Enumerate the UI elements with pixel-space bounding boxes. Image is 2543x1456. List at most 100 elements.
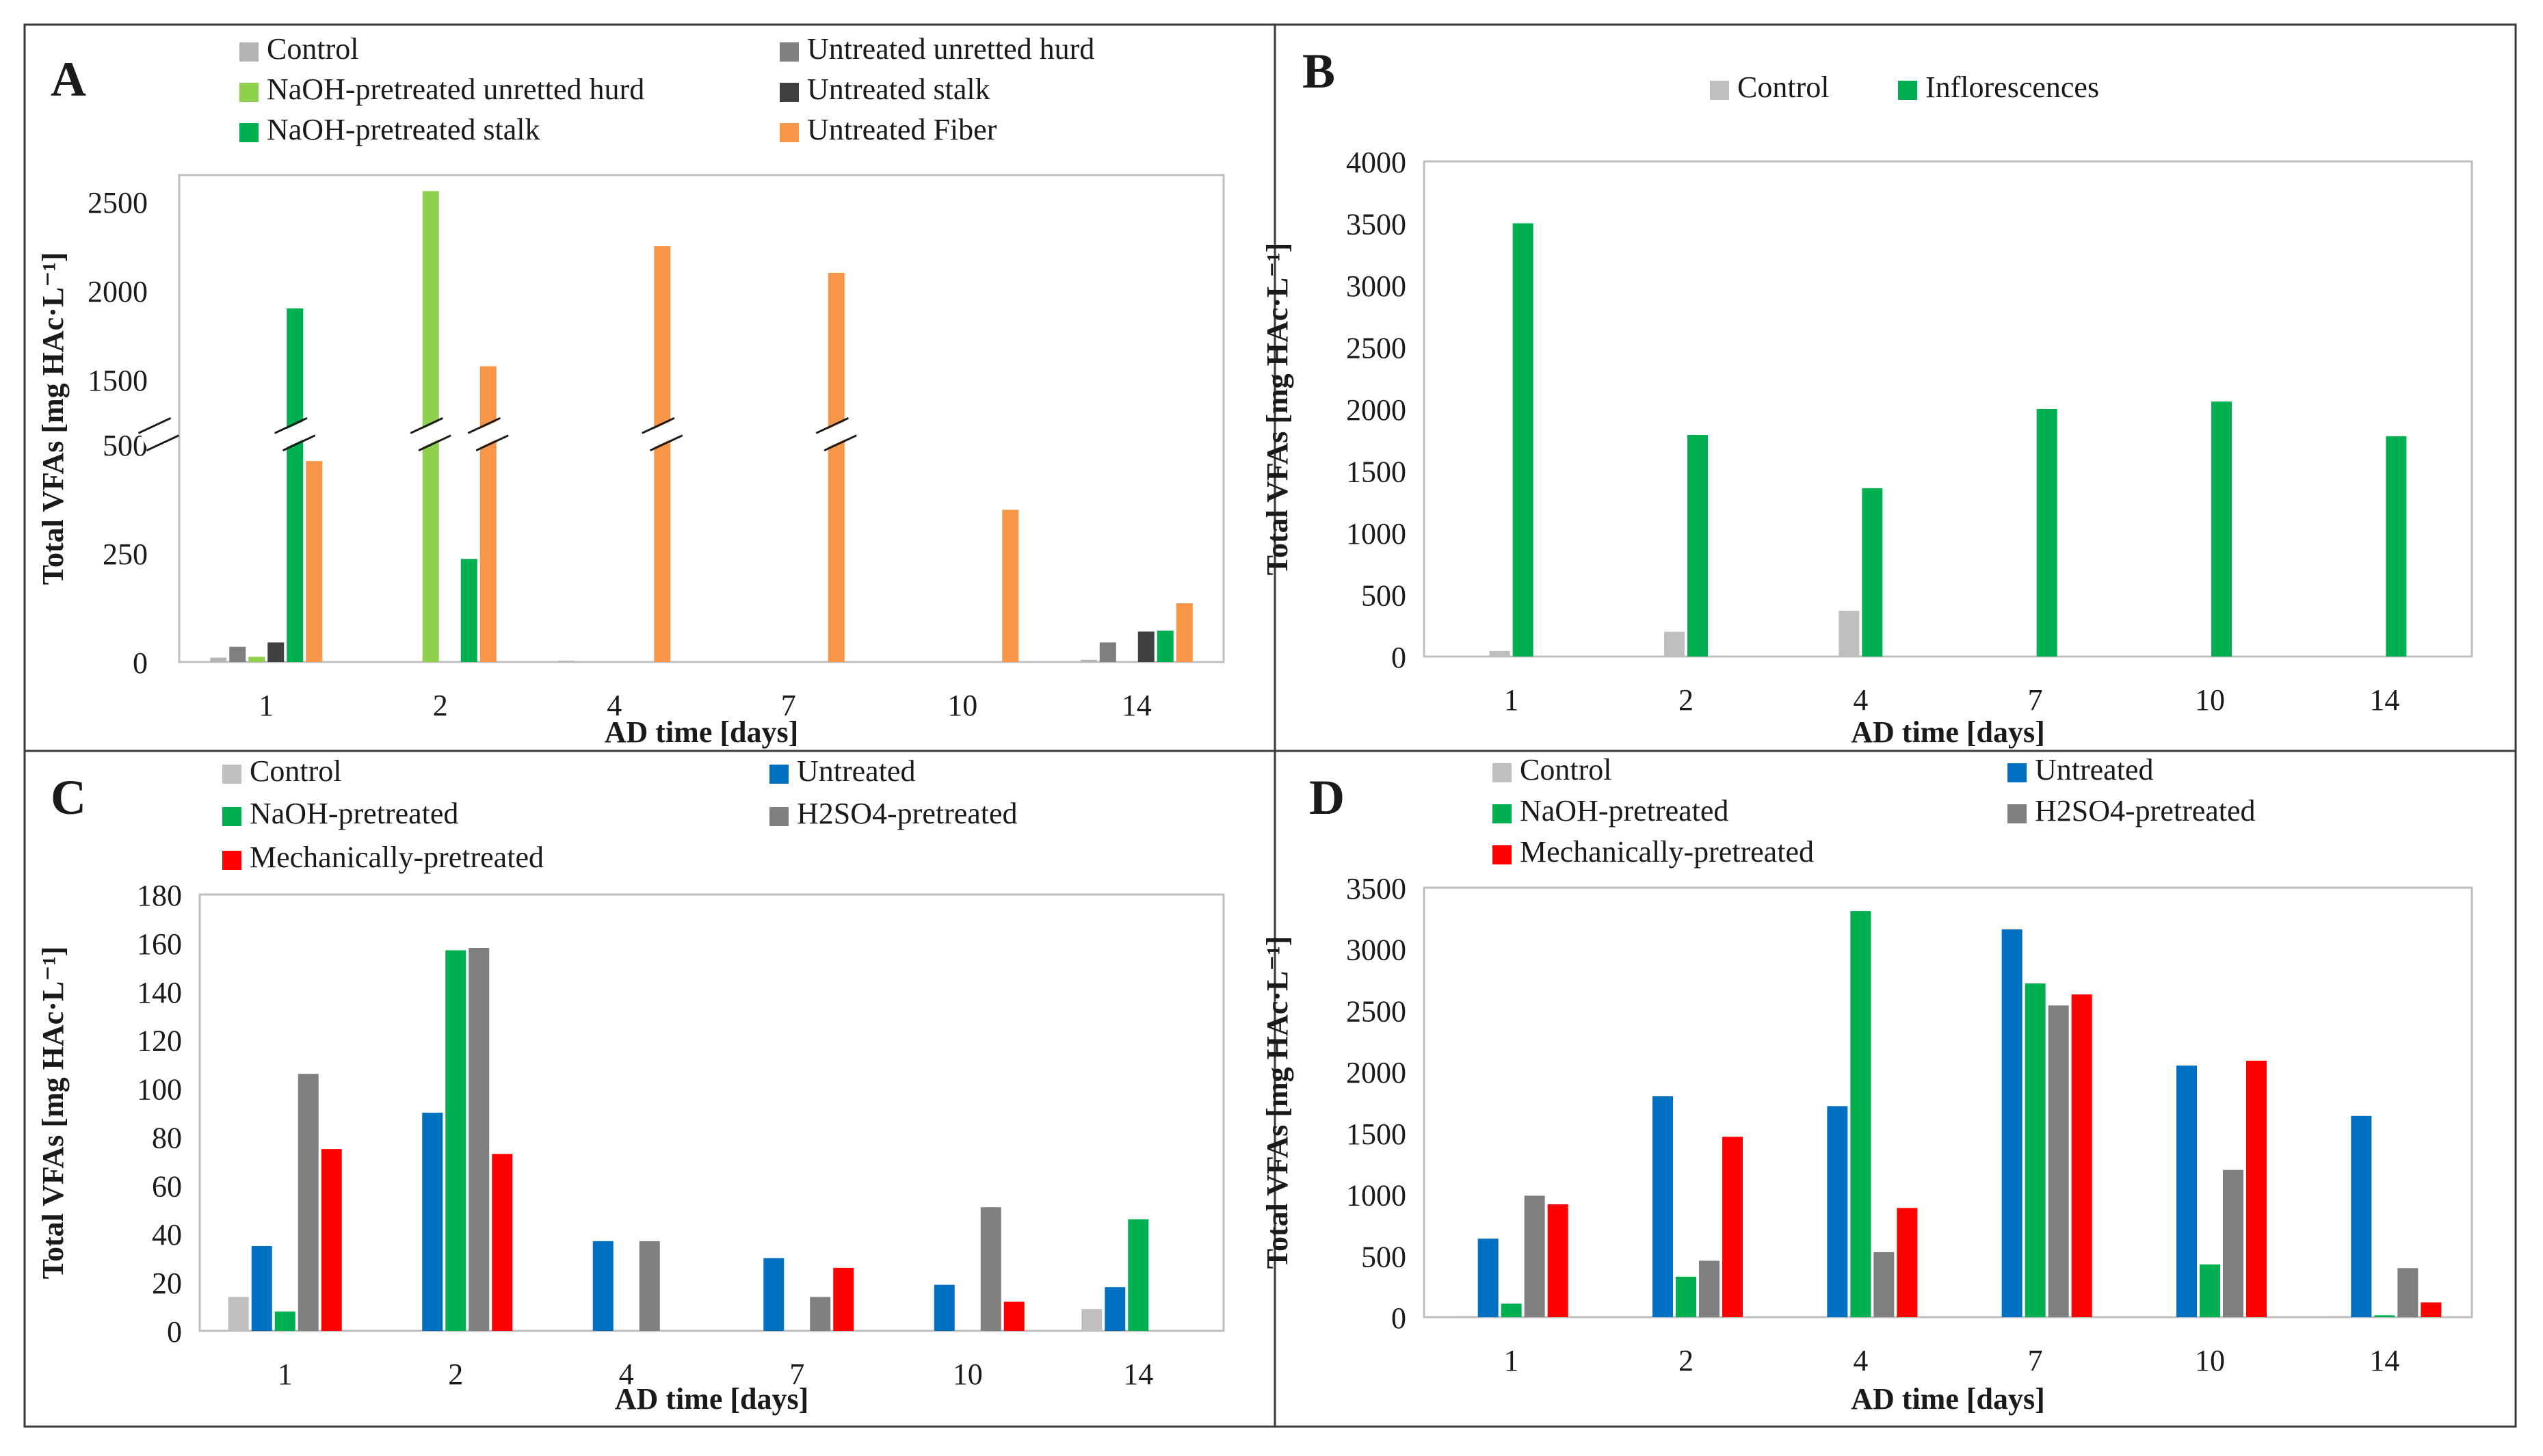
y-tick-label: 2000: [1346, 1056, 1406, 1089]
bar: [828, 273, 845, 662]
bar: [479, 366, 497, 662]
bar: [2223, 1169, 2243, 1317]
bar: [1105, 1287, 1126, 1331]
x-axis-title: AD time [days]: [605, 715, 799, 749]
bar: [1176, 603, 1193, 662]
x-tick-label: 4: [1853, 683, 1868, 717]
panel-a: A Control Untreated unretted hurd NaOH-pret…: [36, 32, 1225, 749]
bar: [1827, 1106, 1848, 1317]
legend-entry: Mechanically-pretreated: [250, 840, 544, 874]
axis-break-mark: [815, 416, 849, 434]
bar: [298, 1074, 319, 1331]
axis-break-mark: [418, 434, 451, 452]
panel-label-a: A: [51, 52, 86, 107]
bar: [2025, 983, 2046, 1317]
legend-swatch: [1898, 81, 1917, 100]
legend-entry: Control: [1737, 70, 1829, 104]
x-tick-label: 1: [1504, 1344, 1519, 1377]
axis-break-gap: [644, 419, 681, 449]
bar: [2374, 1315, 2395, 1317]
bar: [251, 1245, 272, 1331]
y-tick-label: 500: [103, 429, 148, 462]
y-tick-label: 1500: [88, 364, 148, 397]
y-tick-label: 60: [152, 1169, 182, 1203]
y-tick-label: 140: [137, 976, 182, 1009]
x-tick-label: 1: [259, 689, 274, 722]
bar: [558, 661, 575, 662]
bar: [1850, 911, 1871, 1317]
axis-break-gap: [469, 419, 507, 449]
axis-break-mark: [649, 434, 683, 452]
legend-entry: NaOH-pretreated unretted hurd: [267, 72, 644, 106]
panel-label-b: B: [1302, 44, 1335, 98]
panel-c: C Control Untreated NaOH-pretreated H2SO4-pr…: [36, 754, 1225, 1416]
panel-d: D Control Untreated NaOH-pretreated H2SO4-pr…: [1261, 753, 2473, 1416]
bar: [1099, 642, 1116, 662]
bar: [980, 1207, 1001, 1331]
bar: [1687, 435, 1708, 657]
x-tick-label: 7: [781, 689, 796, 722]
bar: [274, 1311, 295, 1331]
x-tick-label: 14: [1122, 689, 1152, 722]
y-tick-label: 2500: [1346, 332, 1406, 365]
y-axis-title: Total VFAs [mg HAc·L⁻¹]: [1261, 936, 1294, 1269]
x-tick-label: 14: [2369, 1344, 2399, 1377]
y-tick-label: 500: [1361, 1240, 1406, 1273]
y-tick-label: 0: [1391, 1301, 1406, 1335]
x-axis-title: AD time [days]: [615, 1382, 809, 1416]
x-tick-label: 1: [278, 1358, 293, 1391]
legend-entry: NaOH-pretreated stalk: [267, 113, 540, 146]
bar: [1873, 1252, 1895, 1317]
bar: [1080, 659, 1097, 662]
x-tick-label: 14: [2369, 683, 2399, 717]
bar: [2001, 929, 2022, 1317]
bar: [2246, 1060, 2267, 1317]
bar: [639, 1241, 660, 1331]
legend-swatch: [239, 42, 259, 62]
x-tick-label: 14: [1123, 1358, 1153, 1391]
bar: [2386, 436, 2407, 657]
x-tick-label: 7: [2028, 1344, 2043, 1377]
bar: [228, 1297, 249, 1331]
bar: [2351, 1115, 2372, 1317]
y-tick-label: 1000: [1346, 1179, 1406, 1213]
y-tick-label: 180: [137, 879, 182, 912]
y-tick-label: 2000: [88, 275, 148, 308]
y-tick-label: 80: [152, 1121, 182, 1154]
axis-break-gap: [140, 419, 177, 449]
panel-label-c: C: [51, 770, 86, 825]
x-axis-title: AD time [days]: [1851, 715, 2045, 749]
legend: Control Inflorescences: [1710, 70, 2099, 104]
legend-entry: Untreated stalk: [807, 72, 990, 106]
legend-entry: Untreated: [2035, 753, 2153, 786]
x-tick-label: 7: [2028, 683, 2043, 717]
legend: Control Untreated unretted hurd NaOH-pretr…: [239, 32, 1094, 146]
y-tick-label: 0: [167, 1315, 182, 1349]
legend-swatch: [222, 807, 241, 826]
bar: [1676, 1276, 1696, 1317]
legend-entry: Mechanically-pretreated: [1520, 835, 1814, 869]
bar: [287, 308, 304, 662]
legend: Control Untreated NaOH-pretreated H2SO4-pre…: [1492, 753, 2256, 869]
legend-entry: Untreated unretted hurd: [807, 32, 1094, 66]
panel-label-d: D: [1309, 770, 1345, 825]
x-tick-label: 10: [2195, 683, 2225, 717]
legend-entry: H2SO4-pretreated: [797, 797, 1018, 830]
bar: [1664, 631, 1685, 657]
bar: [2421, 1302, 2442, 1317]
y-tick-label: 2500: [88, 186, 148, 220]
bar: [592, 1241, 614, 1331]
bar: [1489, 650, 1510, 657]
axis-break-mark: [823, 434, 857, 452]
bar: [1547, 1204, 1568, 1317]
y-tick-label: 100: [137, 1073, 182, 1107]
bar: [833, 1267, 854, 1331]
x-tick-label: 10: [953, 1358, 983, 1391]
axis-break-mark: [282, 434, 316, 452]
x-tick-label: 7: [789, 1358, 804, 1391]
y-axis-title: Total VFAs [mg HAc·L⁻¹]: [1261, 243, 1294, 576]
y-axis-title: Total VFAs [mg HAc·L⁻¹]: [36, 947, 70, 1280]
y-tick-label: 40: [152, 1218, 182, 1252]
